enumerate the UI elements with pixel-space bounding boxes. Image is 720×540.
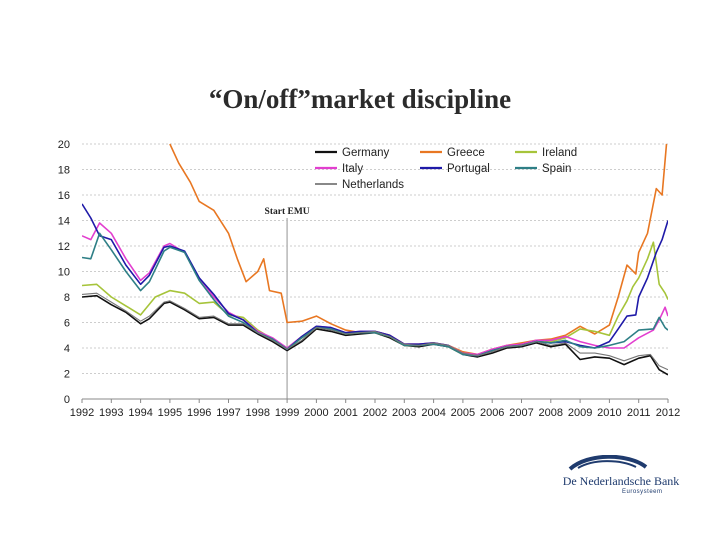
x-tick-label: 2007 [509, 407, 533, 419]
x-axis: 1992 1993 1994 1995 1996 1997 1998 1999 2000 2001… [70, 399, 680, 419]
legend-label-ireland: Ireland [542, 147, 577, 159]
x-tick-label: 1999 [275, 407, 299, 419]
series-lines [82, 143, 668, 376]
y-tick-label: 18 [58, 165, 70, 177]
x-tick-label: 1998 [246, 407, 270, 419]
x-tick-label: 2010 [597, 407, 621, 419]
y-tick-label: 14 [58, 216, 70, 228]
logo-name: De Nederlandsche Bank [562, 474, 680, 488]
y-tick-label: 4 [64, 343, 70, 355]
x-tick-label: 2005 [451, 407, 475, 419]
gridlines [82, 143, 668, 374]
x-tick-label: 1996 [187, 407, 211, 419]
y-tick-label: 8 [64, 292, 70, 304]
legend-label-portugal: Portugal [447, 163, 490, 175]
emu-annotation: Start EMU [265, 207, 310, 217]
series-line-germany [82, 294, 668, 376]
x-tick-label: 2008 [539, 407, 563, 419]
x-tick-label: 1992 [70, 407, 94, 419]
y-tick-label: 6 [64, 318, 70, 330]
series-line-spain [82, 232, 668, 357]
x-tick-label: 1993 [99, 407, 123, 419]
x-tick-label: 1995 [158, 407, 182, 419]
y-tick-label: 16 [58, 190, 70, 202]
y-tick-label: 2 [64, 369, 70, 381]
x-tick-label: 2004 [421, 407, 445, 419]
dnb-logo: De Nederlandsche Bank Eurosysteem [548, 455, 688, 500]
y-tick-label: 20 [58, 139, 70, 151]
x-tick-label: 2001 [333, 407, 357, 419]
legend-label-greece: Greece [447, 147, 485, 159]
x-tick-label: 1997 [216, 407, 240, 419]
series-line-ireland [82, 241, 668, 357]
y-tick-label: 0 [64, 394, 70, 406]
chart-legend: Germany Greece Ireland Italy Portugal Spain Ne… [315, 147, 577, 191]
logo-swoosh-icon [568, 455, 648, 471]
x-tick-label: 2012 [656, 407, 680, 419]
x-tick-label: 2009 [568, 407, 592, 419]
series-line-portugal [82, 203, 668, 357]
series-line-netherlands [82, 292, 668, 371]
x-tick-label: 2002 [363, 407, 387, 419]
legend-label-spain: Spain [542, 163, 571, 175]
y-tick-label: 12 [58, 241, 70, 253]
x-tick-label: 1994 [128, 407, 152, 419]
x-tick-label: 2003 [392, 407, 416, 419]
x-tick-label: 2011 [627, 407, 651, 419]
logo-subtitle: Eurosysteem [622, 489, 663, 495]
legend-label-germany: Germany [342, 147, 390, 159]
legend-label-netherlands: Netherlands [342, 179, 404, 191]
y-tick-label: 10 [58, 267, 70, 279]
slide-title: “On/off”market discipline [208, 84, 512, 114]
emu-marker: Start EMU [265, 207, 310, 399]
series-line-italy [82, 222, 668, 356]
x-tick-label: 2006 [480, 407, 504, 419]
x-tick-label: 2000 [304, 407, 328, 419]
legend-label-italy: Italy [342, 163, 363, 175]
bond-yield-chart: Start EMU 0 2 4 6 8 10 12 14 16 18 20 1992 1993 1994… [58, 139, 680, 419]
